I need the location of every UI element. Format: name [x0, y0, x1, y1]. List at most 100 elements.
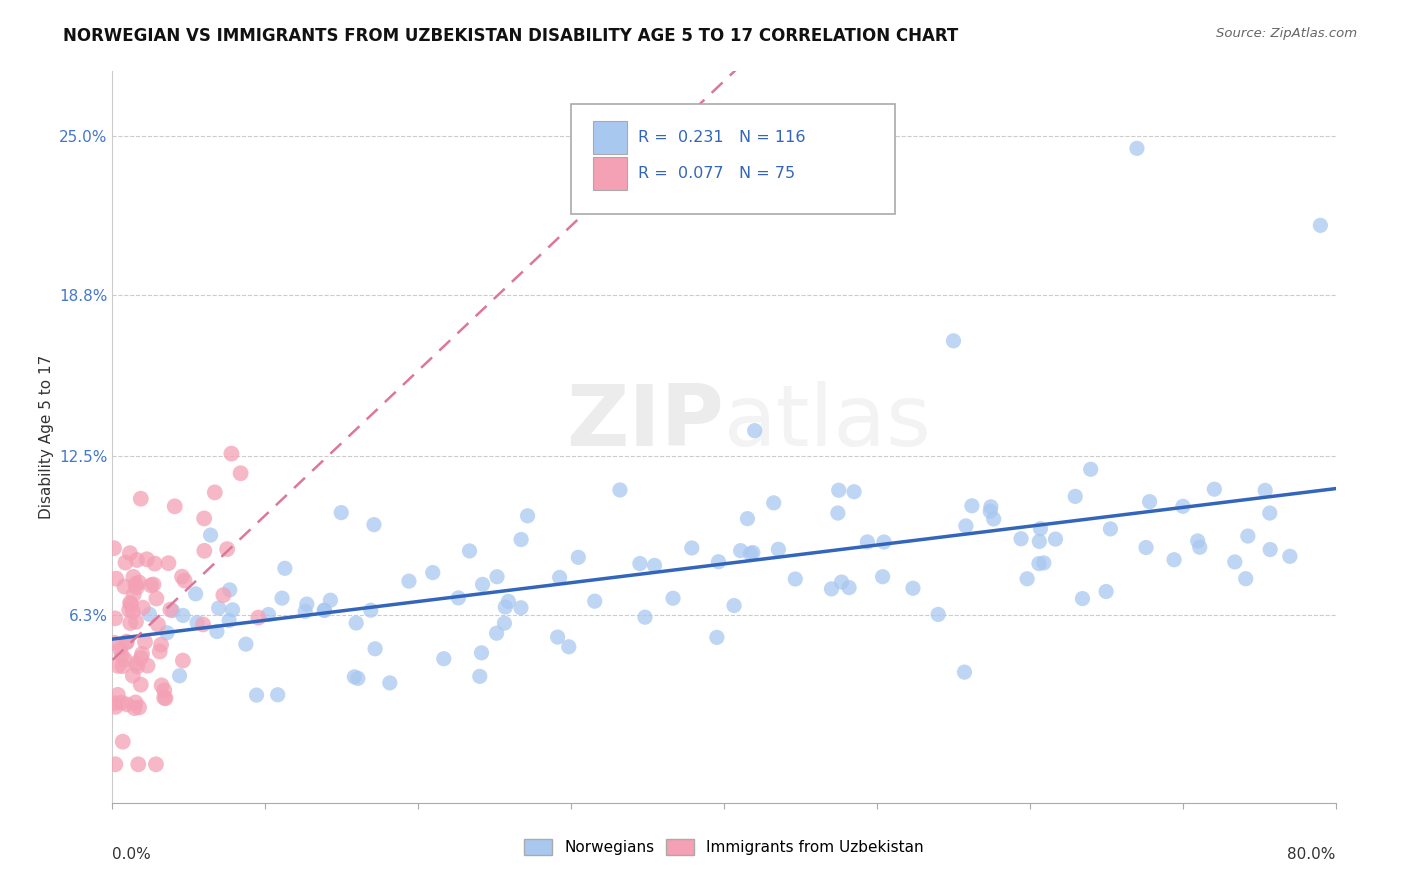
- Text: Source: ZipAtlas.com: Source: ZipAtlas.com: [1216, 27, 1357, 40]
- Point: [343, 670, 366, 684]
- Point: [314, 603, 336, 617]
- Point: [485, 626, 508, 640]
- Point: [142, 577, 165, 591]
- Point: [153, 690, 176, 705]
- Point: [218, 614, 240, 628]
- Point: [942, 334, 965, 348]
- Point: [150, 638, 173, 652]
- Point: [820, 582, 842, 596]
- Point: [785, 572, 807, 586]
- Point: [110, 696, 132, 710]
- Point: [433, 651, 456, 665]
- Point: [706, 631, 728, 645]
- Point: [111, 734, 134, 748]
- Point: [1045, 532, 1067, 546]
- Point: [115, 698, 138, 712]
- Point: [128, 700, 150, 714]
- Point: [217, 542, 239, 557]
- Point: [120, 597, 142, 611]
- Point: [548, 570, 571, 584]
- Point: [122, 605, 145, 619]
- Point: [547, 630, 569, 644]
- Point: [104, 611, 127, 625]
- Point: [628, 557, 651, 571]
- Point: [169, 669, 191, 683]
- Point: [221, 603, 243, 617]
- Point: [1135, 541, 1157, 555]
- Point: [120, 596, 142, 610]
- Y-axis label: Disability Age 5 to 17: Disability Age 5 to 17: [39, 355, 53, 519]
- Point: [314, 603, 336, 617]
- Point: [1126, 141, 1149, 155]
- Point: [955, 519, 977, 533]
- Point: [104, 757, 127, 772]
- Point: [200, 528, 222, 542]
- Point: [744, 424, 766, 438]
- Point: [159, 602, 181, 616]
- Point: [163, 500, 186, 514]
- Point: [1028, 534, 1050, 549]
- Point: [827, 506, 849, 520]
- Point: [125, 657, 148, 671]
- Point: [120, 615, 142, 630]
- Point: [741, 545, 763, 559]
- Point: [510, 533, 533, 547]
- Point: [245, 688, 267, 702]
- Point: [193, 511, 215, 525]
- Point: [558, 640, 581, 654]
- Point: [1258, 542, 1281, 557]
- Point: [103, 696, 125, 710]
- Point: [1064, 489, 1087, 503]
- Point: [218, 582, 240, 597]
- Point: [872, 570, 894, 584]
- Point: [1254, 483, 1277, 498]
- Point: [634, 610, 657, 624]
- Point: [707, 555, 730, 569]
- Point: [295, 597, 318, 611]
- Point: [901, 581, 924, 595]
- Point: [1010, 532, 1032, 546]
- Point: [983, 512, 1005, 526]
- Point: [235, 637, 257, 651]
- Point: [1187, 533, 1209, 548]
- Point: [398, 574, 420, 589]
- Point: [831, 575, 853, 590]
- Bar: [593, 120, 627, 153]
- Text: 80.0%: 80.0%: [1288, 847, 1336, 862]
- Legend: Norwegians, Immigrants from Uzbekistan: Norwegians, Immigrants from Uzbekistan: [519, 833, 929, 861]
- Point: [257, 607, 280, 622]
- Point: [494, 600, 516, 615]
- Point: [111, 648, 134, 663]
- Point: [132, 600, 155, 615]
- Point: [131, 647, 153, 661]
- Point: [1258, 506, 1281, 520]
- Point: [205, 624, 228, 639]
- Point: [1278, 549, 1301, 564]
- Point: [1028, 557, 1050, 571]
- Point: [221, 447, 243, 461]
- Point: [138, 607, 160, 622]
- Point: [274, 561, 297, 575]
- Point: [1204, 482, 1226, 496]
- Point: [111, 659, 134, 673]
- Point: [125, 553, 148, 567]
- Point: [960, 499, 983, 513]
- Point: [124, 701, 146, 715]
- Point: [1080, 462, 1102, 476]
- Text: R =  0.077   N = 75: R = 0.077 N = 75: [638, 166, 796, 181]
- Point: [146, 617, 169, 632]
- Point: [212, 588, 235, 602]
- Point: [247, 610, 270, 624]
- Point: [644, 558, 666, 573]
- Point: [115, 635, 138, 649]
- Point: [125, 615, 148, 629]
- Point: [170, 569, 193, 583]
- Point: [103, 541, 125, 556]
- Point: [229, 467, 252, 481]
- Point: [737, 511, 759, 525]
- Point: [267, 688, 290, 702]
- Point: [129, 678, 152, 692]
- Point: [107, 688, 129, 702]
- Point: [856, 535, 879, 549]
- Point: [139, 578, 162, 592]
